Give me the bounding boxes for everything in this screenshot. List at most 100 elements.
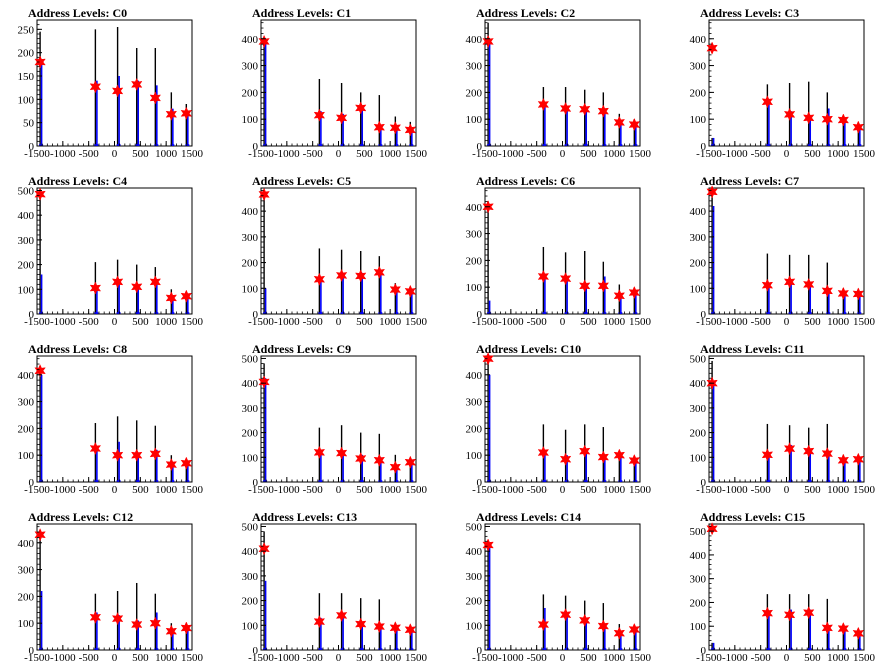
y-tick-label: 400 xyxy=(18,210,35,222)
peak-marker xyxy=(313,108,326,122)
peak-marker xyxy=(313,272,326,286)
y-tick-label: 400 xyxy=(690,34,707,46)
y-tick-label: 400 xyxy=(466,370,483,382)
y-tick-label: 400 xyxy=(18,538,35,550)
y-tick-label: 300 xyxy=(242,61,259,73)
x-tick-label: 1000 xyxy=(155,652,178,664)
x-tick-label: 1000 xyxy=(379,148,402,160)
peak-marker xyxy=(837,113,850,127)
x-tick-label: 0 xyxy=(560,316,566,328)
y-tick-label: 200 xyxy=(466,423,483,435)
y-tick-label: 0 xyxy=(701,141,707,153)
y-tick-label: 200 xyxy=(242,258,259,270)
x-tick-label: 500 xyxy=(132,484,149,496)
y-tick-label: 300 xyxy=(466,229,483,241)
peak-marker xyxy=(837,621,850,636)
y-tick-label: 0 xyxy=(29,477,35,489)
y-tick-label: 200 xyxy=(18,260,35,272)
x-tick-label: 1500 xyxy=(181,652,204,664)
peak-marker xyxy=(559,608,572,622)
peak-marker xyxy=(802,111,815,125)
x-tick-label: -500 xyxy=(527,484,548,496)
y-tick-label: 0 xyxy=(477,309,483,321)
peak-marker xyxy=(89,281,102,295)
peak-marker xyxy=(258,542,270,556)
peak-marker xyxy=(706,185,718,199)
x-tick-label: 500 xyxy=(804,652,821,664)
x-tick-label: -1000 xyxy=(498,316,524,328)
peak-marker xyxy=(706,41,718,55)
y-tick-label: 300 xyxy=(690,403,707,415)
panel-c12: Address Levels: C12 0 100 200 300 400 -1500 -10… xyxy=(18,510,204,664)
y-tick-label: 200 xyxy=(242,87,259,99)
peak-marker xyxy=(165,291,178,305)
plot-frame xyxy=(260,523,417,651)
peak-marker xyxy=(34,187,46,201)
x-tick-label: -1000 xyxy=(50,316,76,328)
x-tick-label: -1500 xyxy=(472,484,498,496)
peak-marker xyxy=(783,275,796,289)
y-tick-label: 100 xyxy=(18,618,35,630)
peak-marker xyxy=(335,268,348,283)
x-tick-label: -1500 xyxy=(248,148,274,160)
peak-marker xyxy=(628,453,641,468)
panel-c0: Address Levels: C0 0 50 100 150 200 250 -1500 -1… xyxy=(18,6,204,160)
y-tick-label: 500 xyxy=(466,521,483,533)
y-tick-label: 300 xyxy=(242,403,259,415)
x-tick-label: 1500 xyxy=(181,484,204,496)
x-tick-label: -1500 xyxy=(248,316,274,328)
x-tick-label: -1500 xyxy=(472,652,498,664)
panel-title: Address Levels: C10 xyxy=(476,342,581,356)
peak-marker xyxy=(852,120,865,134)
peak-marker xyxy=(578,613,591,627)
x-tick-label: -500 xyxy=(79,316,100,328)
y-tick-label: 200 xyxy=(690,597,707,609)
y-tick-label: 100 xyxy=(690,452,707,464)
x-tick-label: 1000 xyxy=(827,316,850,328)
x-tick-label: -500 xyxy=(751,148,772,160)
peak-marker xyxy=(404,455,417,469)
x-tick-label: 500 xyxy=(356,652,373,664)
panel-title: Address Levels: C11 xyxy=(700,342,804,356)
y-tick-label: 200 xyxy=(466,255,483,267)
x-tick-label: 1000 xyxy=(155,316,178,328)
panel-title: Address Levels: C6 xyxy=(476,174,575,188)
panel-title: Address Levels: C2 xyxy=(476,6,575,20)
x-tick-label: 500 xyxy=(804,484,821,496)
panel-c1: Address Levels: C1 0 100 200 300 400 -1500 -100… xyxy=(242,6,428,160)
y-tick-label: 200 xyxy=(242,596,259,608)
peak-marker xyxy=(335,111,348,125)
peak-marker xyxy=(335,608,348,623)
panel-c11: Address Levels: C11 0 100 200 300 400 500 -1500… xyxy=(690,342,876,496)
peak-marker xyxy=(482,538,494,552)
x-tick-label: 0 xyxy=(784,148,790,160)
peak-marker xyxy=(537,269,550,284)
peak-marker xyxy=(34,364,46,378)
y-tick-label: 0 xyxy=(477,141,483,153)
x-tick-label: 1000 xyxy=(155,484,178,496)
peak-marker xyxy=(373,265,386,279)
x-tick-label: 1500 xyxy=(405,148,428,160)
peak-marker xyxy=(354,269,367,283)
peak-marker xyxy=(802,606,815,620)
x-tick-label: 500 xyxy=(804,316,821,328)
peak-marker xyxy=(628,285,641,300)
panel-title: Address Levels: C0 xyxy=(28,6,127,20)
y-tick-label: 100 xyxy=(690,114,707,126)
peak-marker xyxy=(130,77,143,92)
peak-marker xyxy=(613,448,626,462)
peak-marker xyxy=(149,275,162,289)
y-tick-label: 300 xyxy=(690,574,707,586)
x-tick-label: -1500 xyxy=(24,148,50,160)
x-tick-label: 500 xyxy=(356,148,373,160)
panel-c15: Address Levels: C15 0 100 200 300 400 500 -1500… xyxy=(690,510,876,664)
peak-marker xyxy=(130,448,143,462)
x-tick-label: 1500 xyxy=(405,652,428,664)
y-tick-label: 200 xyxy=(690,258,707,270)
peak-marker xyxy=(89,610,102,624)
y-tick-label: 200 xyxy=(690,428,707,440)
x-tick-label: 1000 xyxy=(155,148,178,160)
x-tick-label: -1000 xyxy=(50,484,76,496)
x-tick-label: 1500 xyxy=(181,148,204,160)
y-tick-label: 300 xyxy=(242,571,259,583)
